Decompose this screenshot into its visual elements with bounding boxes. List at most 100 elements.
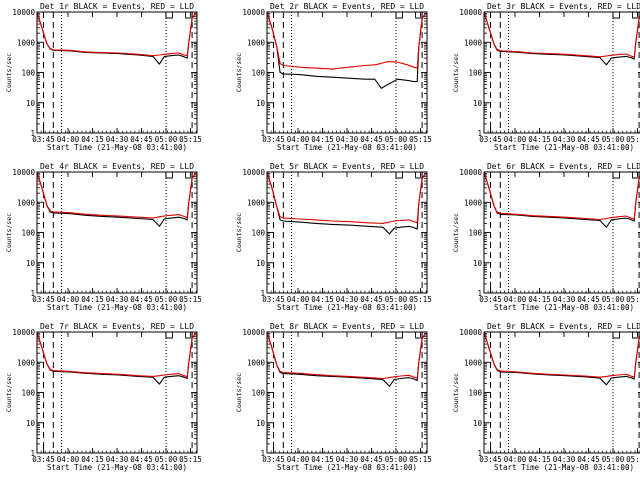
y-tick-label: 100 xyxy=(21,69,35,78)
x-axis-label: Start Time (21-May-08 03:41:00) xyxy=(47,143,187,152)
x-tick-label: 05:15 xyxy=(626,455,640,464)
x-tick-label: 03:45 xyxy=(262,135,285,144)
x-tick-label: 04:00 xyxy=(287,135,310,144)
y-tick-label: 100 xyxy=(21,389,35,398)
series-lld-line xyxy=(483,331,640,378)
x-tick-label: 05:15 xyxy=(626,295,640,304)
series-lld-line xyxy=(483,11,640,58)
interval-bracket xyxy=(395,12,403,19)
y-tick-label: 10 xyxy=(473,99,483,108)
x-tick-label: 05:00 xyxy=(602,295,625,304)
x-tick-label: 05:00 xyxy=(155,295,178,304)
y-tick-label: 1 xyxy=(260,289,265,298)
plot-frame xyxy=(483,331,640,454)
y-tick-label: 1 xyxy=(260,129,265,138)
x-tick-label: 03:45 xyxy=(32,455,55,464)
series-lld-line xyxy=(266,171,427,224)
series-lld-line xyxy=(483,171,640,221)
x-tick-label: 05:15 xyxy=(179,295,202,304)
y-tick-label: 1000 xyxy=(17,198,36,207)
y-axis-label: Counts/sec xyxy=(5,213,13,252)
y-tick-label: 10000 xyxy=(459,328,482,337)
x-tick-label: 04:15 xyxy=(81,295,104,304)
plot-frame xyxy=(36,11,198,134)
interval-bracket xyxy=(632,332,640,339)
y-axis-label: Counts/sec xyxy=(452,213,460,252)
panel-title: Det 8r BLACK = Events, RED = LLD xyxy=(270,322,424,331)
y-tick-label: 1000 xyxy=(17,358,36,367)
x-tick-label: 03:45 xyxy=(262,455,285,464)
y-tick-label: 1000 xyxy=(17,38,36,47)
x-tick-label: 03:45 xyxy=(479,295,502,304)
plot-frame xyxy=(483,171,640,294)
series-lld-line xyxy=(266,331,427,380)
plot-frame xyxy=(36,331,198,454)
y-tick-label: 10 xyxy=(26,419,36,428)
y-axis-label: Counts/sec xyxy=(235,373,243,412)
y-axis-label: Counts/sec xyxy=(5,373,13,412)
x-tick-label: 04:30 xyxy=(553,455,576,464)
y-tick-label: 100 xyxy=(251,389,265,398)
x-tick-label: 05:00 xyxy=(385,455,408,464)
series-lld-line xyxy=(36,331,197,378)
x-tick-label: 04:30 xyxy=(553,135,576,144)
x-tick-label: 05:15 xyxy=(179,135,202,144)
x-tick-label: 05:00 xyxy=(602,455,625,464)
interval-bracket xyxy=(185,12,193,19)
panel-title: Det 1r BLACK = Events, RED = LLD xyxy=(40,2,194,11)
y-tick-label: 10000 xyxy=(242,8,265,17)
x-tick-label: 04:45 xyxy=(130,135,153,144)
interval-bracket xyxy=(415,172,423,179)
x-tick-label: 04:15 xyxy=(81,135,104,144)
y-tick-label: 10000 xyxy=(12,168,35,177)
x-tick-label: 04:30 xyxy=(336,135,359,144)
y-tick-label: 10 xyxy=(256,419,266,428)
x-tick-label: 03:45 xyxy=(32,135,55,144)
x-tick-label: 04:00 xyxy=(504,135,527,144)
panel-det-5: Det 5r BLACK = Events, RED = LLD 1 10 100 10… xyxy=(235,162,432,312)
y-tick-label: 10 xyxy=(256,99,266,108)
interval-bracket xyxy=(395,332,403,339)
x-tick-label: 04:45 xyxy=(130,295,153,304)
y-tick-label: 10000 xyxy=(459,8,482,17)
x-tick-label: 04:45 xyxy=(360,455,383,464)
x-tick-label: 04:45 xyxy=(360,295,383,304)
panel-title: Det 5r BLACK = Events, RED = LLD xyxy=(270,162,424,171)
x-tick-label: 04:00 xyxy=(57,135,80,144)
x-axis-label: Start Time (21-May-08 03:41:00) xyxy=(494,303,634,312)
x-tick-label: 04:30 xyxy=(106,455,129,464)
x-tick-label: 04:30 xyxy=(106,295,129,304)
panel-title: Det 4r BLACK = Events, RED = LLD xyxy=(40,162,194,171)
panel-det-7: Det 7r BLACK = Events, RED = LLD 1 10 100 10… xyxy=(5,322,202,472)
interval-bracket xyxy=(165,12,173,19)
series-lld-line xyxy=(36,11,197,57)
x-axis-label: Start Time (21-May-08 03:41:00) xyxy=(47,463,187,472)
panel-det-6: Det 6r BLACK = Events, RED = LLD 1 10 100 10… xyxy=(452,162,640,312)
y-tick-label: 100 xyxy=(251,69,265,78)
panel-title: Det 6r BLACK = Events, RED = LLD xyxy=(487,162,640,171)
y-tick-label: 100 xyxy=(468,229,482,238)
x-tick-label: 03:45 xyxy=(479,455,502,464)
plot-frame xyxy=(36,171,198,294)
interval-bracket xyxy=(632,172,640,179)
panel-det-2: Det 2r BLACK = Events, RED = LLD 1 10 100 10… xyxy=(235,2,432,152)
y-tick-label: 100 xyxy=(251,229,265,238)
x-tick-label: 03:45 xyxy=(479,135,502,144)
y-tick-label: 10 xyxy=(473,259,483,268)
x-tick-label: 04:15 xyxy=(81,455,104,464)
x-tick-label: 04:00 xyxy=(57,455,80,464)
y-tick-label: 10 xyxy=(256,259,266,268)
x-tick-label: 04:15 xyxy=(311,135,334,144)
x-tick-label: 04:30 xyxy=(106,135,129,144)
plot-frame xyxy=(266,11,428,134)
interval-bracket xyxy=(165,172,173,179)
y-axis-label: Counts/sec xyxy=(5,53,13,92)
y-tick-label: 10000 xyxy=(242,168,265,177)
x-axis-label: Start Time (21-May-08 03:41:00) xyxy=(47,303,187,312)
x-tick-label: 04:30 xyxy=(336,295,359,304)
x-tick-label: 05:15 xyxy=(179,455,202,464)
x-tick-label: 04:30 xyxy=(553,295,576,304)
interval-bracket xyxy=(165,332,173,339)
y-tick-label: 10 xyxy=(26,99,36,108)
